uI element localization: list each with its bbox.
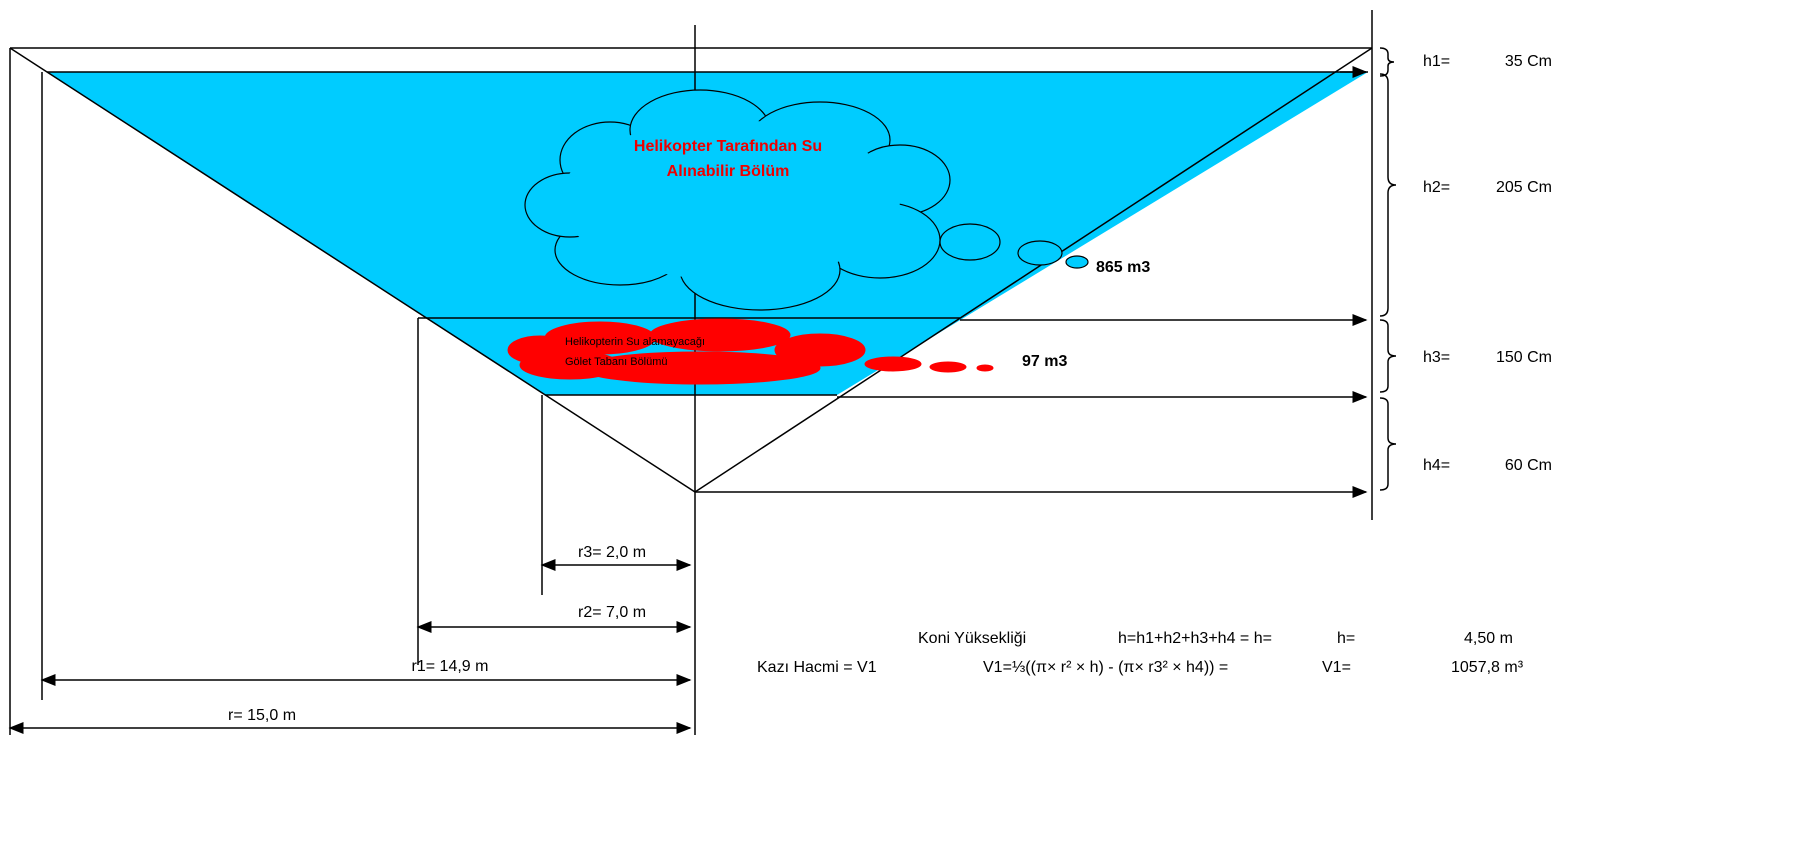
height-value: 35 Cm	[1505, 53, 1552, 70]
upper-cloud	[524, 89, 1089, 311]
height-label: h4=	[1423, 457, 1450, 474]
lower-label: Helikopterin Su alamayacağı	[565, 336, 705, 348]
formula-text: 1057,8 m³	[1451, 659, 1524, 676]
structure	[8, 10, 1397, 735]
radius-label: r= 15,0 m	[228, 707, 296, 724]
formula-text: Koni Yüksekliği	[918, 630, 1026, 647]
formula-text: Kazı Hacmi = V1	[757, 659, 877, 676]
radius-label: r2= 7,0 m	[578, 604, 646, 621]
formula-text: 4,50 m	[1464, 630, 1513, 647]
height-value: 205 Cm	[1496, 179, 1552, 196]
height-value: 60 Cm	[1505, 457, 1552, 474]
upper-label: Helikopter Tarafından Su	[634, 138, 822, 155]
upper-label: Alınabilir Bölüm	[667, 163, 790, 180]
lower-cloud	[507, 318, 994, 385]
radius-label: r3= 2,0 m	[578, 544, 646, 561]
upper-volume: 865 m3	[1096, 259, 1150, 276]
formula-text: h=h1+h2+h3+h4 = h=	[1118, 630, 1272, 647]
lower-volume: 97 m3	[1022, 353, 1067, 370]
formula-text: V1=	[1322, 659, 1351, 676]
lower-label: Gölet Tabanı Bölümü	[565, 356, 668, 368]
height-label: h3=	[1423, 349, 1450, 366]
formula-text: V1=⅓((π× r² × h) - (π× r3² × h4)) =	[983, 659, 1228, 676]
formula-text: h=	[1337, 630, 1355, 647]
height-label: h2=	[1423, 179, 1450, 196]
radius-label: r1= 14,9 m	[412, 658, 489, 675]
height-label: h1=	[1423, 53, 1450, 70]
height-value: 150 Cm	[1496, 349, 1552, 366]
